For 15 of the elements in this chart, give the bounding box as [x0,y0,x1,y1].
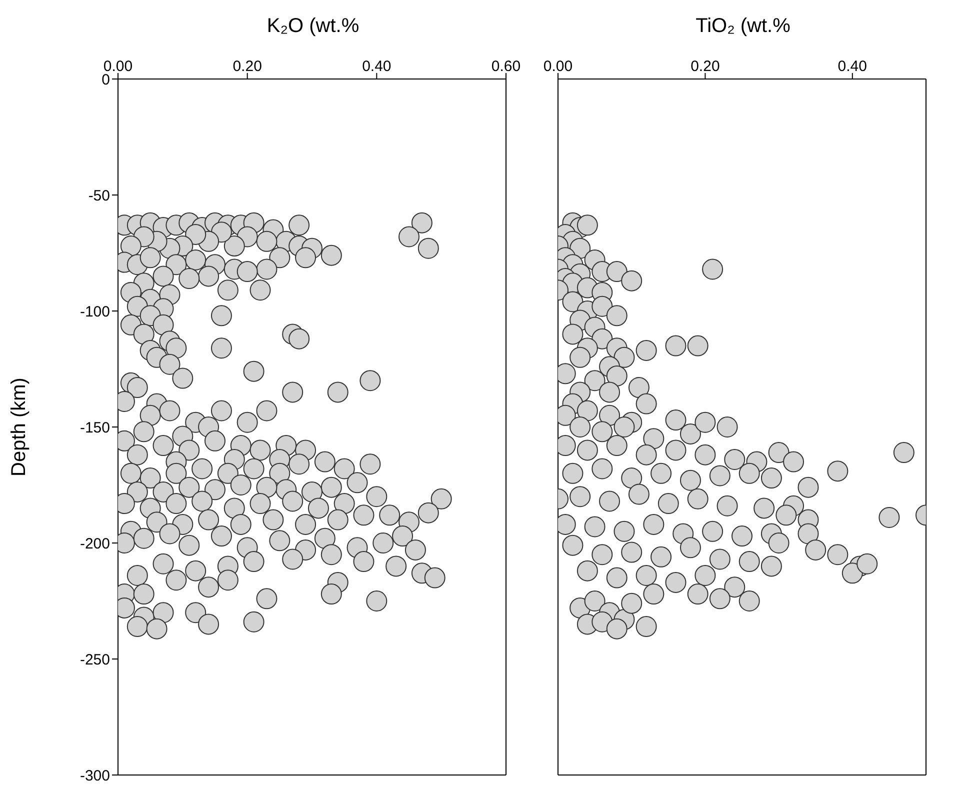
y-tick-label: -250 [80,651,110,668]
x-tick-label: 0.40 [838,58,867,75]
x-axis-title: K₂O (wt.% [266,14,360,39]
x-tick-label: 0.20 [232,58,262,75]
y-tick-label: -50 [88,187,110,204]
y-tick-label: -150 [80,419,110,436]
y-tick-label: -300 [80,767,110,784]
x-tick-label: 0.20 [690,58,720,75]
y-tick-label: -100 [80,303,110,320]
x-tick-label: 0.00 [543,58,573,75]
x-axis-title: TiO₂ (wt.% [694,14,792,39]
x-tick-label: 0.40 [362,58,392,75]
x-tick-label: 0.60 [491,58,521,75]
y-axis-title: Depth (km) [8,378,30,476]
y-tick-label: -200 [80,535,110,552]
